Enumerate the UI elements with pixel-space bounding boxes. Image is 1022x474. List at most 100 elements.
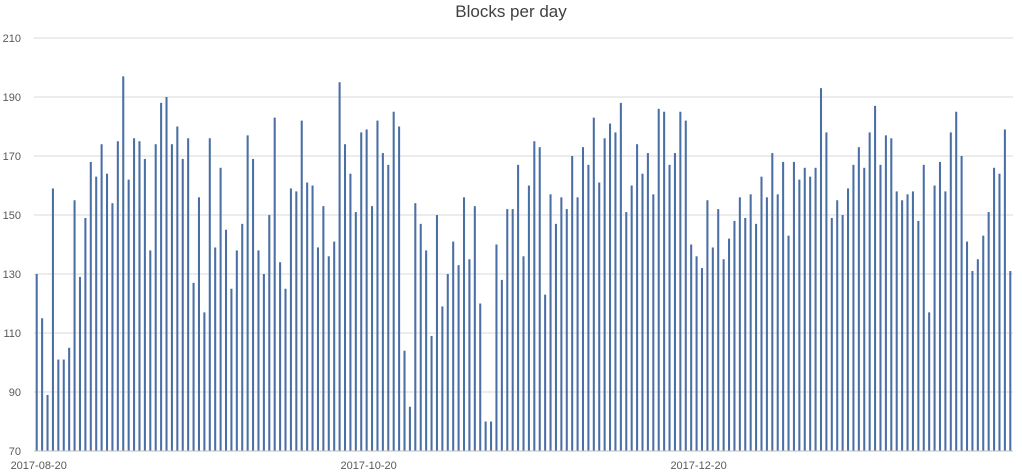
y-tick-label: 130 (3, 269, 21, 281)
y-tick-label: 70 (9, 446, 21, 458)
chart-title: Blocks per day (455, 2, 567, 21)
bar (306, 182, 309, 452)
bar (425, 250, 428, 451)
bar (381, 153, 384, 452)
bar (922, 164, 925, 451)
bar (949, 132, 952, 451)
bar (874, 105, 877, 451)
bar (581, 147, 585, 451)
bar (284, 288, 287, 451)
bar (733, 220, 736, 451)
bar (976, 259, 979, 451)
x-tick-label: 2017-10-20 (341, 460, 397, 472)
bar (592, 117, 595, 452)
bar (614, 132, 617, 451)
bar (700, 268, 704, 451)
bar (333, 241, 336, 451)
bar (371, 206, 374, 451)
bar (684, 120, 687, 451)
bar (603, 138, 606, 452)
bar (262, 274, 265, 451)
bar (965, 241, 969, 451)
bar (230, 288, 233, 451)
bar (771, 153, 774, 452)
bar (944, 191, 947, 451)
bar (998, 173, 1001, 451)
bar (279, 262, 282, 451)
bar (527, 185, 530, 451)
bar (560, 197, 563, 451)
y-axis-tick-labels: 70 90 110 130 150 170 190 210 (3, 33, 21, 458)
x-tick-label: 2017-08-20 (11, 460, 67, 472)
bar (917, 220, 920, 451)
bar (738, 197, 741, 451)
bar-series (35, 76, 1012, 452)
bar (1009, 271, 1012, 451)
bar (51, 188, 54, 451)
bar (511, 209, 514, 451)
bar (587, 164, 590, 451)
bar (571, 156, 574, 451)
bar (538, 147, 541, 451)
bar (111, 203, 114, 451)
bar (138, 141, 141, 451)
bar (419, 223, 422, 451)
bar (452, 241, 455, 451)
bar (836, 200, 839, 451)
bar (554, 223, 557, 451)
bar (933, 185, 936, 451)
bar (830, 217, 833, 451)
bar (311, 185, 314, 451)
bar (35, 274, 38, 451)
bar (360, 132, 363, 451)
bar (847, 188, 850, 451)
bar (154, 144, 157, 451)
bar (430, 335, 433, 451)
bar (565, 209, 568, 451)
bar (1003, 129, 1006, 451)
bar (349, 173, 352, 451)
bar (636, 144, 639, 451)
bar (473, 206, 476, 451)
x-tick-label: 2017-12-20 (670, 460, 726, 472)
bar (100, 144, 103, 451)
bar (365, 129, 368, 451)
bar (446, 274, 449, 451)
bar (387, 164, 390, 451)
bar (133, 138, 136, 452)
bar (257, 250, 260, 451)
bar (468, 259, 471, 451)
bar (506, 209, 509, 451)
bar (673, 153, 676, 452)
bar (441, 306, 444, 451)
bar (609, 123, 612, 452)
y-tick-label: 170 (3, 151, 21, 163)
bar (868, 132, 871, 451)
bar (235, 250, 238, 451)
bar (993, 167, 996, 452)
x-axis-tick-labels: 2017-08-20 2017-10-20 2017-12-20 (11, 460, 727, 472)
bar (533, 141, 536, 451)
bar (165, 97, 168, 451)
bar (78, 276, 82, 451)
bar (749, 194, 752, 451)
y-tick-label: 110 (3, 328, 21, 340)
bar (728, 238, 731, 451)
bar (160, 102, 163, 452)
bar (316, 247, 319, 451)
bar (841, 215, 844, 451)
bar (679, 111, 682, 451)
y-tick-label: 190 (3, 92, 21, 104)
bar (819, 88, 823, 452)
bar (273, 117, 276, 452)
bar (252, 158, 255, 451)
bar (338, 82, 341, 451)
bar (343, 144, 347, 451)
y-tick-label: 90 (9, 387, 21, 399)
bar (192, 282, 195, 451)
bar (62, 359, 65, 451)
bar (722, 259, 725, 451)
bar (938, 161, 942, 451)
bar (484, 421, 487, 451)
bar (176, 126, 179, 451)
